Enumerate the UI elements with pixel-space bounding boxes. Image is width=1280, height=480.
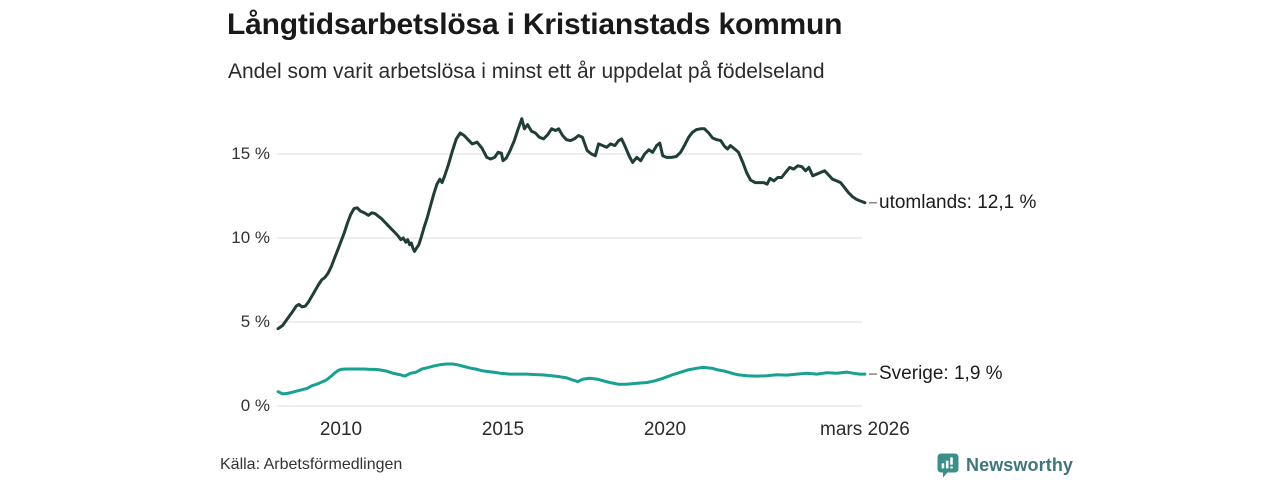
y-axis-label: 10 % — [231, 228, 270, 247]
chart-subtitle: Andel som varit arbetslösa i minst ett å… — [228, 60, 825, 83]
x-axis-label: mars 2026 — [820, 419, 910, 440]
series-line-utomlands — [276, 117, 867, 331]
y-axis-label: 0 % — [240, 396, 270, 415]
y-axis-label: 5 % — [240, 312, 270, 331]
series-line-sverige — [276, 362, 867, 396]
newsworthy-logo-icon — [937, 453, 959, 477]
x-axis-label: 2010 — [319, 419, 363, 440]
brand-name: Newsworthy — [966, 454, 1074, 475]
series-label-utomlands: utomlands: 12,1 % — [879, 191, 1037, 213]
x-axis-label: 2015 — [481, 419, 525, 440]
x-axis-label: 2020 — [643, 419, 687, 440]
y-axis-label: 15 % — [231, 144, 270, 163]
brand-logo: Newsworthy — [937, 452, 1073, 478]
source-note: Källa: Arbetsförmedlingen — [220, 456, 403, 473]
page-title: Långtidsarbetslösa i Kristianstads kommu… — [227, 8, 843, 41]
series-label-sverige: Sverige: 1,9 % — [879, 363, 1003, 385]
